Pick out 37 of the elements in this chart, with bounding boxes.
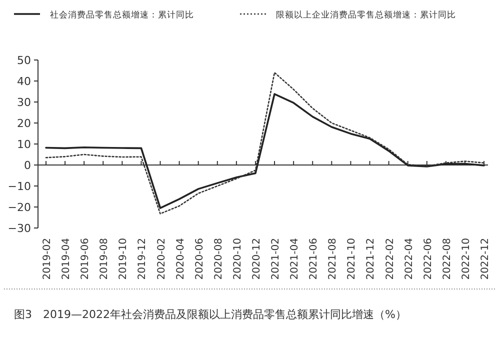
x-tick-label: 2022-12	[480, 238, 491, 280]
x-tick-label: 2021-04	[290, 238, 301, 280]
y-tick-label: −20	[8, 201, 31, 214]
x-tick-label: 2019-12	[137, 238, 148, 280]
x-tick-label: 2020-10	[232, 238, 244, 280]
legend-label: 限额以上企业消费品零售总额增速：累计同比	[276, 10, 456, 20]
x-tick-label: 2019-02	[42, 238, 53, 280]
x-tick-label: 2022-06	[422, 238, 434, 280]
x-tick-label: 2020-08	[213, 238, 224, 280]
x-tick-label: 2022-04	[404, 238, 415, 280]
y-tick-label: 50	[17, 54, 31, 67]
x-tick-label: 2021-10	[346, 238, 358, 280]
y-tick-label: 20	[17, 117, 31, 130]
y-tick-label: −30	[8, 222, 31, 235]
y-tick-label: 40	[17, 75, 31, 88]
x-tick-label: 2021-06	[308, 238, 320, 280]
y-tick-label: 10	[17, 138, 31, 151]
caption: 图3 2019—2022年社会消费品及限额以上消费品零售总额累计同比增速（%）	[14, 308, 406, 321]
legend-label: 社会消费品零售总额增速：累计同比	[50, 10, 194, 20]
y-tick-label: −10	[8, 180, 31, 193]
x-tick-label: 2020-02	[156, 238, 168, 280]
x-tick-label: 2021-12	[366, 238, 377, 280]
line-series	[45, 93, 485, 209]
y-tick-label: 30	[17, 96, 31, 109]
x-tick-label: 2022-08	[442, 238, 453, 280]
x-tick-label: 2020-06	[194, 238, 206, 280]
x-tick-label: 2022-02	[384, 238, 396, 280]
x-tick-label: 2021-08	[328, 238, 339, 280]
x-tick-label: 2020-04	[175, 238, 186, 280]
x-tick-label: 2019-06	[80, 238, 92, 280]
x-tick-label: 2019-04	[61, 238, 72, 280]
x-tick-label: 2020-12	[251, 238, 262, 280]
x-tick-label: 2021-02	[270, 238, 282, 280]
x-tick-label: 2019-08	[99, 238, 110, 280]
x-tick-label: 2019-10	[118, 238, 130, 280]
y-tick-label: 0	[24, 159, 31, 172]
x-tick-label: 2022-10	[460, 238, 472, 280]
